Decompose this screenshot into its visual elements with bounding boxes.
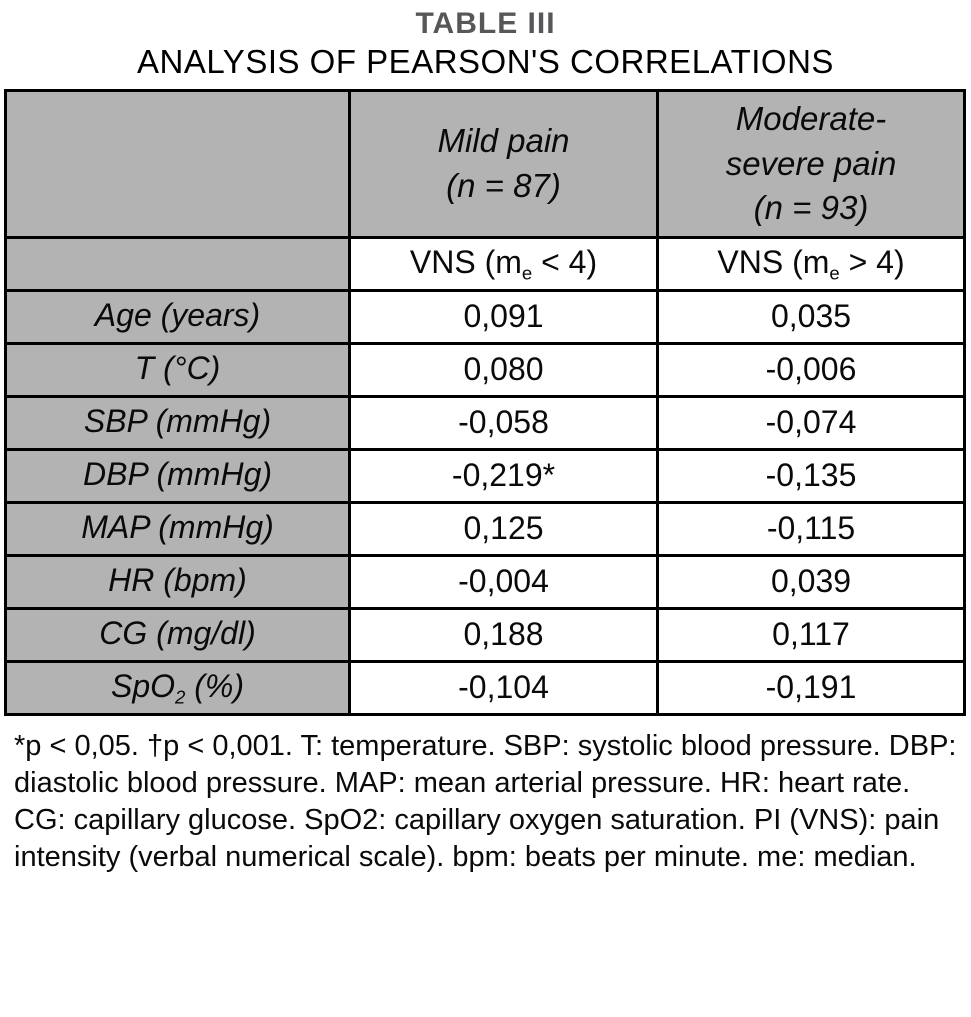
table-row: Age (years) 0,091 0,035: [4, 288, 966, 345]
subheader-row: VNS (me < 4) VNS (me > 4): [4, 235, 966, 292]
column-header-moderate-severe-pain: Moderate- severe pain (n = 93): [656, 88, 966, 239]
subscript-e: e: [521, 262, 533, 284]
row-label-text: MAP (mmHg): [81, 508, 274, 545]
row-label-cell: HR (bpm): [4, 553, 351, 610]
row-label-text: T (°C): [134, 349, 221, 386]
table-row: CG (mg/dl) 0,188 0,117: [4, 606, 966, 663]
header-line: Moderate-: [735, 100, 887, 138]
row-label-suffix: (%): [185, 667, 244, 704]
row-label-text: SBP (mmHg): [83, 402, 272, 439]
header-line: (n = 87): [446, 166, 561, 204]
moderate-severe-value-cell: -0,135: [656, 447, 966, 504]
column-header-row: Mild pain (n = 87) Moderate- severe pain…: [4, 88, 966, 239]
moderate-severe-value-cell: -0,074: [656, 394, 966, 451]
moderate-severe-value-cell: 0,035: [656, 288, 966, 345]
row-label-text: DBP (mmHg): [82, 455, 273, 492]
table-row: SpO2 (%) -0,104 -0,191: [4, 659, 966, 716]
table-row: HR (bpm) -0,004 0,039: [4, 553, 966, 610]
correlation-table: Mild pain (n = 87) Moderate- severe pain…: [4, 88, 966, 716]
moderate-severe-value-cell: -0,115: [656, 500, 966, 557]
mild-pain-value-cell: 0,091: [348, 288, 659, 345]
footnote-text: *p < 0,05. †p < 0,001. T: temperature. S…: [14, 729, 957, 874]
table-row: T (°C) 0,080 -0,006: [4, 341, 966, 398]
table-number-title: TABLE III: [415, 7, 556, 40]
subheader-vns-mild: VNS (me < 4): [348, 235, 659, 292]
header-line: (n = 93): [753, 189, 869, 227]
row-label-cell: DBP (mmHg): [4, 447, 351, 504]
mild-pain-value-cell: 0,125: [348, 500, 659, 557]
column-header-mild-pain: Mild pain (n = 87): [348, 88, 659, 239]
mild-pain-value-cell: -0,004: [348, 553, 659, 610]
row-label-cell: CG (mg/dl): [4, 606, 351, 663]
row-label-cell: T (°C): [4, 341, 351, 398]
moderate-severe-value-cell: 0,117: [656, 606, 966, 663]
table-row: SBP (mmHg) -0,058 -0,074: [4, 394, 966, 451]
row-label-subscript: 2: [175, 686, 186, 708]
moderate-severe-value-cell: -0,006: [656, 341, 966, 398]
subheader-prefix: VNS (m: [717, 243, 830, 280]
subheader-vns-moderate-severe: VNS (me > 4): [656, 235, 966, 292]
header-line: Mild pain: [437, 122, 570, 160]
row-label-cell: MAP (mmHg): [4, 500, 351, 557]
table-subtitle: ANALYSIS OF PEARSON'S CORRELATIONS: [137, 43, 834, 80]
subheader-prefix: VNS (m: [409, 243, 522, 280]
row-label-text: HR (bpm): [108, 561, 247, 598]
mild-pain-value-cell: -0,058: [348, 394, 659, 451]
moderate-severe-value-cell: -0,191: [656, 659, 966, 716]
subheader-suffix: > 4): [839, 243, 905, 280]
empty-corner-cell: [4, 235, 351, 292]
mild-pain-value-cell: -0,104: [348, 659, 659, 716]
row-label-text: Age (years): [94, 296, 261, 333]
subscript-e: e: [829, 262, 840, 284]
row-label-cell: SBP (mmHg): [4, 394, 351, 451]
table-row: MAP (mmHg) 0,125 -0,115: [4, 500, 966, 557]
mild-pain-value-cell: 0,188: [348, 606, 659, 663]
row-label-text: SpO: [110, 667, 176, 704]
row-label-cell: SpO2 (%): [4, 659, 351, 716]
mild-pain-value-cell: 0,080: [348, 341, 659, 398]
row-label-cell: Age (years): [4, 288, 351, 345]
header-line: severe pain: [725, 144, 897, 182]
mild-pain-value-cell: -0,219*: [348, 447, 659, 504]
moderate-severe-value-cell: 0,039: [656, 553, 966, 610]
subheader-suffix: < 4): [532, 243, 598, 280]
row-label-text: CG (mg/dl): [99, 614, 256, 651]
table-row: DBP (mmHg) -0,219* -0,135: [4, 447, 966, 504]
empty-corner-cell: [4, 88, 351, 239]
